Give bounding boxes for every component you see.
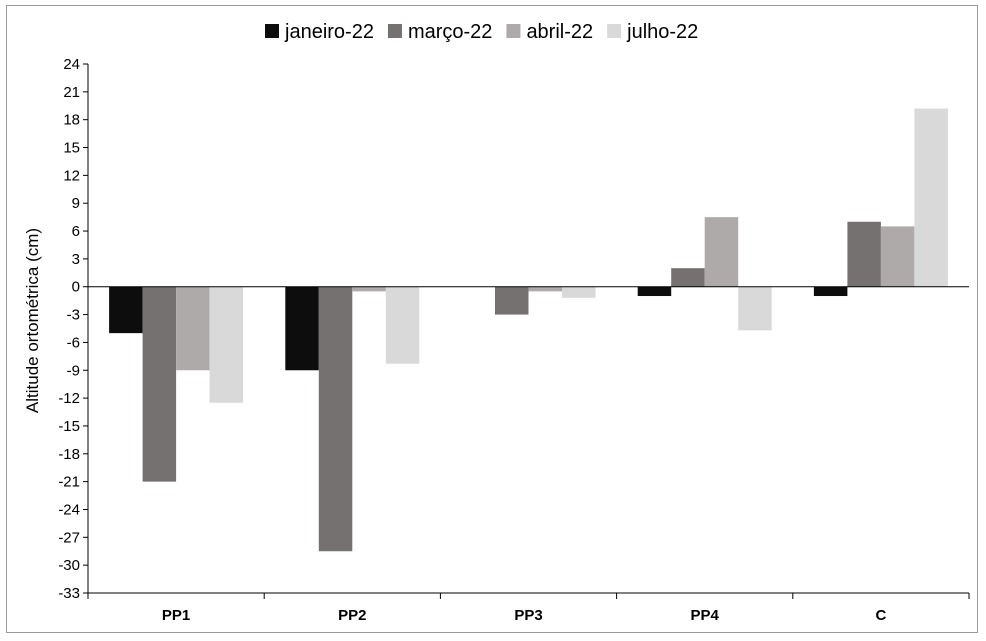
axes: 24 21 18 15 12 9 6 3 0 -3 -6 -9 -12 -15 -18 -21 -24 -27 -3… [58, 56, 970, 624]
y-tick-label: -6 [67, 334, 80, 351]
category-label: PP2 [338, 607, 366, 624]
legend-swatch-abril-22 [506, 24, 521, 38]
y-tick-label: 3 [72, 251, 80, 268]
y-tick-label: -21 [58, 474, 80, 491]
y-tick-label: -27 [58, 529, 80, 546]
legend-entry-abril-22: abril-22 [526, 21, 593, 43]
bar-janeiro-22-PP2 [285, 286, 319, 371]
legend-entry-março-22: março-22 [408, 21, 492, 43]
legend: janeiro-22 março-22 abril-22 julho-22 [265, 21, 698, 43]
y-tick-label: -15 [58, 418, 80, 435]
legend-swatch-março-22 [387, 24, 402, 38]
y-tick-label: -3 [67, 307, 80, 324]
bar-julho-22-PP1 [209, 286, 244, 403]
chart-frame: janeiro-22 março-22 abril-22 julho-22 Altit… [6, 5, 978, 633]
y-tick-label: -30 [58, 557, 80, 574]
y-tick-label: 0 [72, 279, 80, 296]
y-tick-label: 21 [63, 84, 80, 101]
bar-março-22-PP1 [142, 286, 177, 482]
bar-abril-22-C [880, 226, 915, 287]
bar-abril-22-PP2 [352, 286, 386, 292]
y-tick-label: 9 [72, 195, 80, 212]
bar-julho-22-PP2 [385, 286, 420, 364]
bar-julho-22-C [914, 108, 948, 287]
y-tick-label: 24 [63, 56, 80, 73]
bar-março-22-PP4 [671, 268, 705, 287]
bar-março-22-C [847, 221, 881, 287]
category-label: PP1 [162, 607, 190, 624]
y-tick-label: -12 [58, 390, 80, 407]
y-tick-label: -18 [58, 446, 80, 463]
legend-swatch-julho-22 [607, 24, 622, 38]
y-tick-label: 18 [63, 112, 80, 129]
bars [109, 108, 948, 552]
bar-março-22-PP2 [318, 286, 353, 552]
bar-abril-22-PP1 [176, 286, 210, 371]
y-axis-label: Altitude ortométrica (cm) [23, 228, 42, 413]
bar-julho-22-PP3 [562, 286, 596, 298]
bar-janeiro-22-PP4 [637, 286, 672, 297]
legend-entry-janeiro-22: janeiro-22 [284, 21, 374, 43]
bar-janeiro-22-C [813, 286, 848, 297]
y-tick-label: 6 [72, 223, 80, 240]
y-tick-label: -33 [58, 585, 80, 602]
category-label: PP3 [514, 607, 542, 624]
bar-janeiro-22-PP1 [109, 286, 143, 334]
legend-swatch-janeiro-22 [265, 24, 279, 38]
bar-julho-22-PP4 [738, 286, 772, 331]
bar-chart: janeiro-22 março-22 abril-22 julho-22 Altit… [23, 21, 970, 624]
bar-março-22-PP3 [495, 286, 529, 315]
y-tick-label: 12 [63, 167, 80, 184]
category-label: C [875, 607, 886, 624]
bar-abril-22-PP3 [528, 286, 562, 292]
bar-abril-22-PP4 [704, 217, 739, 287]
category-label: PP4 [691, 607, 720, 624]
y-tick-label: -9 [67, 362, 80, 379]
y-tick-label: -24 [58, 501, 80, 518]
y-tick-label: 15 [63, 140, 80, 157]
legend-entry-julho-22: julho-22 [626, 21, 698, 43]
